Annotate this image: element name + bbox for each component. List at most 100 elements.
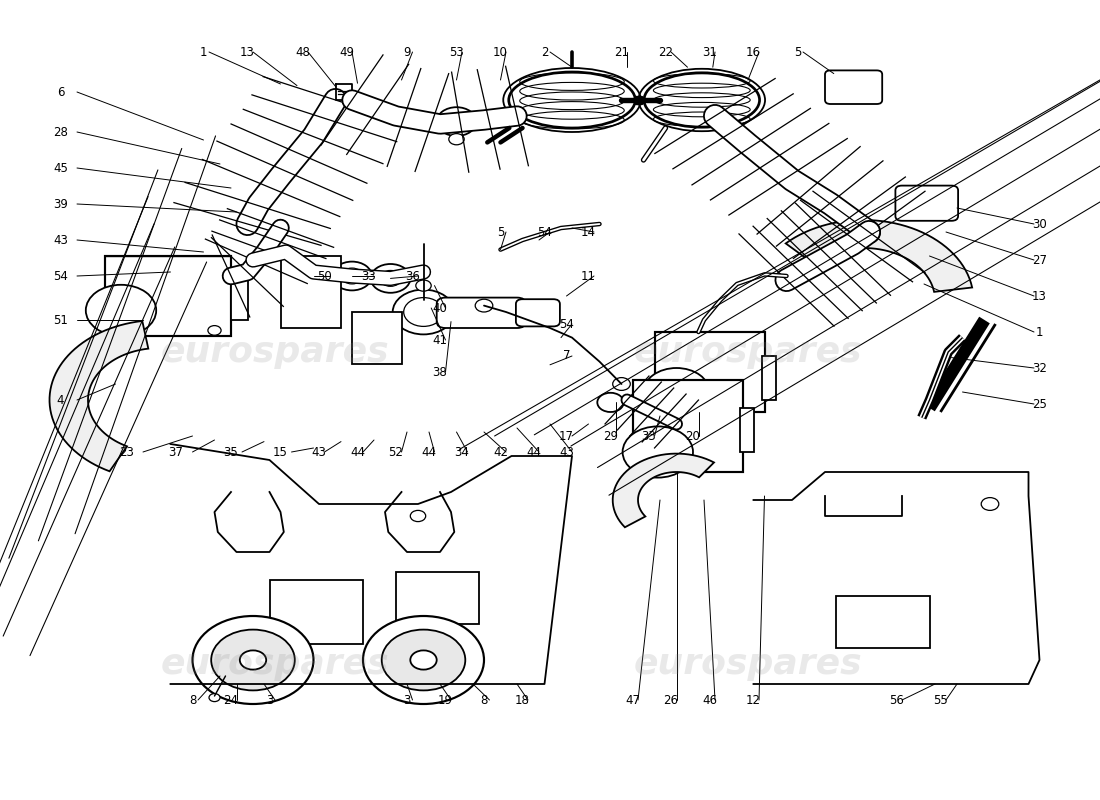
Bar xyxy=(396,572,478,624)
Text: 34: 34 xyxy=(454,446,470,458)
Circle shape xyxy=(302,268,324,284)
Circle shape xyxy=(410,510,426,522)
Text: 6: 6 xyxy=(57,86,64,98)
Text: 27: 27 xyxy=(1032,254,1047,266)
Text: 21: 21 xyxy=(614,46,629,58)
Polygon shape xyxy=(785,220,972,292)
Circle shape xyxy=(981,498,999,510)
Text: 35: 35 xyxy=(223,446,239,458)
Circle shape xyxy=(86,285,156,336)
Bar xyxy=(836,596,930,648)
Text: 46: 46 xyxy=(702,694,717,706)
Text: 24: 24 xyxy=(223,694,239,706)
Text: 52: 52 xyxy=(388,446,404,458)
Text: 43: 43 xyxy=(311,446,327,458)
Text: 5: 5 xyxy=(794,46,801,58)
Circle shape xyxy=(371,264,410,293)
Text: 30: 30 xyxy=(1032,218,1047,230)
Circle shape xyxy=(240,650,266,670)
Text: 29: 29 xyxy=(603,430,618,442)
Text: 22: 22 xyxy=(658,46,673,58)
Text: 51: 51 xyxy=(53,314,68,326)
Text: 4: 4 xyxy=(57,394,64,406)
Bar xyxy=(104,256,231,336)
Text: 5: 5 xyxy=(497,226,504,238)
Circle shape xyxy=(192,616,314,704)
Text: 44: 44 xyxy=(350,446,365,458)
Text: 28: 28 xyxy=(53,126,68,138)
Circle shape xyxy=(341,268,363,284)
Circle shape xyxy=(209,694,220,702)
Circle shape xyxy=(437,107,476,136)
Text: 20: 20 xyxy=(685,430,701,442)
Text: 53: 53 xyxy=(449,46,464,58)
Text: 38: 38 xyxy=(432,366,448,378)
Bar xyxy=(632,380,743,472)
Text: 40: 40 xyxy=(432,302,448,314)
Circle shape xyxy=(393,290,454,334)
Text: 55: 55 xyxy=(933,694,948,706)
Text: 45: 45 xyxy=(53,162,68,174)
FancyBboxPatch shape xyxy=(895,186,958,221)
Bar xyxy=(231,272,248,320)
Circle shape xyxy=(363,616,484,704)
Circle shape xyxy=(475,299,493,312)
Text: 8: 8 xyxy=(189,694,196,706)
Text: 13: 13 xyxy=(240,46,255,58)
Ellipse shape xyxy=(645,73,760,127)
Text: 31: 31 xyxy=(702,46,717,58)
FancyBboxPatch shape xyxy=(437,298,526,328)
Polygon shape xyxy=(613,454,714,527)
Text: 2: 2 xyxy=(541,46,548,58)
Circle shape xyxy=(642,465,656,474)
Circle shape xyxy=(294,262,333,290)
Text: 36: 36 xyxy=(405,270,420,282)
Text: 33: 33 xyxy=(361,270,376,282)
Circle shape xyxy=(379,270,401,286)
Bar xyxy=(270,580,363,644)
Text: 3: 3 xyxy=(266,694,273,706)
Text: 44: 44 xyxy=(526,446,541,458)
Circle shape xyxy=(410,650,437,670)
Text: 54: 54 xyxy=(53,270,68,282)
Text: 26: 26 xyxy=(663,694,679,706)
Text: 48: 48 xyxy=(295,46,310,58)
Bar xyxy=(352,312,402,364)
Circle shape xyxy=(597,393,624,412)
Text: 42: 42 xyxy=(493,446,508,458)
Text: 8: 8 xyxy=(481,694,487,706)
Text: 3: 3 xyxy=(404,694,410,706)
Text: 43: 43 xyxy=(53,234,68,246)
Text: 10: 10 xyxy=(493,46,508,58)
Text: 9: 9 xyxy=(404,46,410,58)
Text: 15: 15 xyxy=(273,446,288,458)
Bar xyxy=(740,408,754,452)
Text: 43: 43 xyxy=(559,446,574,458)
Ellipse shape xyxy=(508,72,636,128)
Text: 37: 37 xyxy=(168,446,184,458)
Bar xyxy=(280,256,341,328)
FancyBboxPatch shape xyxy=(516,299,560,326)
Text: eurospares: eurospares xyxy=(161,647,389,681)
Bar xyxy=(762,356,776,400)
Text: 49: 49 xyxy=(339,46,354,58)
Circle shape xyxy=(449,134,464,145)
Circle shape xyxy=(681,406,694,415)
Text: eurospares: eurospares xyxy=(634,335,862,369)
Text: 19: 19 xyxy=(438,694,453,706)
Circle shape xyxy=(208,326,221,335)
Text: 16: 16 xyxy=(746,46,761,58)
FancyBboxPatch shape xyxy=(825,70,882,104)
Bar xyxy=(654,332,764,412)
Text: 18: 18 xyxy=(515,694,530,706)
Text: eurospares: eurospares xyxy=(161,335,389,369)
Text: 7: 7 xyxy=(563,350,570,362)
Text: 33: 33 xyxy=(641,430,657,442)
Text: 11: 11 xyxy=(581,270,596,282)
Text: 50: 50 xyxy=(317,270,332,282)
Circle shape xyxy=(623,426,693,478)
Text: 47: 47 xyxy=(625,694,640,706)
Circle shape xyxy=(404,298,443,326)
Text: 25: 25 xyxy=(1032,398,1047,410)
Circle shape xyxy=(211,630,295,690)
